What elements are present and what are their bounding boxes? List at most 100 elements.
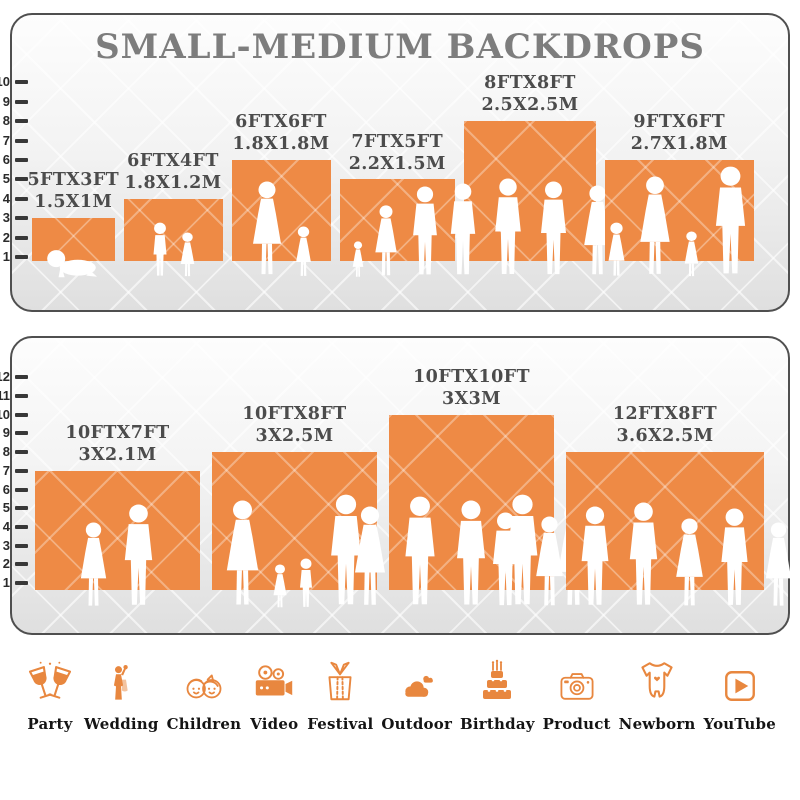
- people-silhouettes-6ftx6ft: [246, 181, 316, 279]
- axis-tick-label-1: 1: [2, 575, 10, 590]
- axis-tick-label-7: 7: [2, 132, 10, 148]
- category-label-birthday: Birthday: [460, 715, 535, 733]
- boy-silhouette: [153, 222, 167, 276]
- category-newborn: Newborn: [619, 656, 696, 733]
- category-label-party: Party: [27, 715, 73, 733]
- axis-tick-label-10: 10: [0, 406, 10, 422]
- man-silhouette: [495, 178, 521, 274]
- baby-silhouette: [47, 250, 98, 278]
- axis-tick-10: [15, 80, 28, 85]
- axis-tick-5: [15, 177, 28, 182]
- size-ft: 10FTX7FT: [65, 423, 170, 444]
- category-youtube: YouTube: [704, 656, 776, 733]
- man-silhouette: [581, 506, 609, 605]
- party-icon: [24, 656, 76, 708]
- woman-silhouette: [253, 181, 281, 275]
- children-icon: [178, 656, 230, 708]
- bar-size-label-8ftx8ft: 8FTX8FT 2.5X2.5M: [481, 73, 578, 117]
- axis-tick-9: [15, 99, 28, 104]
- size-m: 2.5X2.5M: [481, 95, 579, 116]
- axis-tick-6: [15, 158, 28, 162]
- category-label-children: Children: [166, 715, 242, 733]
- people-silhouettes-8ftx8ft: [443, 178, 618, 279]
- top-panel-small-medium-backdrops: SMALL-MEDIUM BACKDROPS 1 2 3 4 5 6 7 8 9 10 5FTX3…: [0, 13, 790, 312]
- axis-tick-9: [15, 431, 28, 436]
- axis-tick-2: [15, 235, 28, 240]
- category-label-youtube: YouTube: [703, 715, 776, 733]
- axis-tick-label-12: 12: [0, 369, 10, 385]
- category-label-video: Video: [250, 715, 299, 733]
- people-silhouettes-9ftx6ft: [603, 166, 755, 279]
- size-m: 1.8X1.8M: [232, 134, 330, 155]
- backdrop-bar-5ftx3ft: [32, 218, 115, 261]
- axis-tick-7: [15, 468, 28, 473]
- axis-tick-10: [15, 412, 28, 417]
- axis-tick-7: [15, 138, 28, 143]
- axis-tick-6: [15, 487, 28, 492]
- girl-silhouette: [273, 564, 286, 608]
- size-m: 3X2.5M: [255, 426, 334, 447]
- axis-tick-12: [15, 375, 28, 380]
- category-product: Product: [543, 656, 611, 733]
- size-ft: 10FTX10FT: [413, 366, 530, 387]
- axis-tick-label-6: 6: [2, 152, 10, 167]
- bar-size-label-10ftx7ft: 10FTX7FT 3X2.1M: [65, 423, 169, 467]
- man-silhouette: [541, 181, 566, 275]
- size-m: 3X2.1M: [78, 444, 157, 465]
- bar-size-label-5ftx3ft: 5FTX3FT 1.5X1M: [27, 170, 119, 214]
- people-silhouettes-10ftx7ft: [74, 504, 161, 610]
- axis-tick-11: [15, 394, 28, 398]
- people-silhouettes-10ftx8ft: [219, 494, 371, 610]
- size-ft: 8FTX8FT: [484, 73, 576, 94]
- category-video: Video: [249, 656, 299, 733]
- category-row: Party Wedding Children Video Festival Ou…: [0, 656, 800, 733]
- axis-tick-3: [15, 543, 28, 548]
- category-label-outdoor: Outdoor: [381, 715, 453, 733]
- category-label-newborn: Newborn: [618, 715, 696, 733]
- axis-tick-label-8: 8: [2, 113, 10, 129]
- category-children: Children: [167, 656, 242, 733]
- size-ft: 10FTX8FT: [242, 404, 347, 425]
- axis-tick-5: [15, 506, 28, 511]
- category-outdoor: Outdoor: [381, 656, 452, 733]
- girl-silhouette: [684, 231, 699, 277]
- man-silhouette: [629, 502, 658, 605]
- girl-silhouette: [180, 232, 195, 277]
- woman-silhouette: [375, 205, 397, 276]
- man-silhouette: [413, 186, 438, 275]
- man-silhouette: [456, 500, 485, 605]
- axis-tick-1: [15, 581, 28, 585]
- wedding-icon: [101, 656, 141, 708]
- product-icon: [554, 656, 600, 708]
- category-label-festival: Festival: [307, 715, 374, 733]
- size-ft: 6FTX6FT: [235, 112, 327, 133]
- category-festival: Festival: [307, 656, 373, 733]
- backdrop-bar-8ftx8ft: [464, 121, 596, 261]
- axis-tick-label-9: 9: [2, 93, 10, 109]
- people-silhouettes-10ftx10ft: [347, 494, 596, 610]
- birthday-icon: [473, 656, 521, 708]
- newborn-icon: [632, 656, 682, 708]
- bottom-panel-large-backdrops: 123456789101112 10FTX7FT3X2.1M10FTX8FT3X…: [0, 336, 792, 635]
- axis-tick-label-1: 1: [2, 249, 10, 264]
- axis-tick-label-3: 3: [2, 210, 10, 226]
- bar-size-label-7ftx5ft: 7FTX5FT 2.2X1.5M: [349, 132, 446, 176]
- woman-silhouette: [226, 500, 258, 605]
- video-icon: [249, 656, 299, 708]
- backdrop-bar-10ftx7ft: [35, 470, 200, 590]
- size-ft: 9FTX6FT: [633, 112, 726, 133]
- axis-tick-2: [15, 562, 28, 567]
- size-m: 2.7X1.8M: [630, 134, 728, 155]
- axis-tick-label-4: 4: [2, 518, 10, 534]
- man-silhouette: [124, 504, 152, 605]
- boy-silhouette: [299, 558, 312, 607]
- bar-size-label-10ftx10ft: 10FTX10FT 3X3M: [413, 367, 530, 411]
- backdrop-bar-7ftx5ft: [339, 179, 455, 261]
- axis-tick-label-7: 7: [2, 462, 10, 478]
- axis-tick-3: [15, 216, 28, 221]
- size-m: 3X3M: [442, 388, 501, 409]
- category-label-product: Product: [542, 715, 611, 733]
- size-ft: 6FTX4FT: [127, 151, 219, 172]
- man-silhouette: [450, 183, 476, 275]
- outdoor-icon: [392, 656, 442, 708]
